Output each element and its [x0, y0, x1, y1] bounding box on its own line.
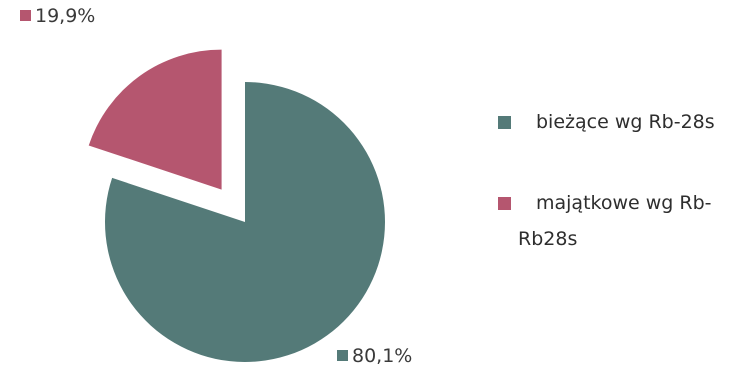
data-label-marker-1	[337, 350, 348, 361]
legend: bieżące wg Rb-28s majątkowe wg Rb- Rb28s	[498, 111, 715, 250]
pie-slice-2	[88, 49, 222, 190]
legend-marker-1	[498, 116, 511, 129]
data-label-2: 19,9%	[35, 5, 95, 27]
data-label-marker-2	[20, 10, 31, 21]
slices-layer	[88, 49, 385, 363]
legend-item-2-line-1: majątkowe wg Rb-	[536, 192, 712, 214]
data-labels: 80,1% 19,9%	[20, 5, 412, 367]
legend-item-1-line-1: bieżące wg Rb-28s	[536, 111, 715, 133]
legend-item-2-line-2: Rb28s	[518, 228, 577, 250]
legend-marker-2	[498, 197, 511, 210]
data-label-1: 80,1%	[352, 345, 412, 367]
pie-slice-1	[104, 82, 385, 363]
